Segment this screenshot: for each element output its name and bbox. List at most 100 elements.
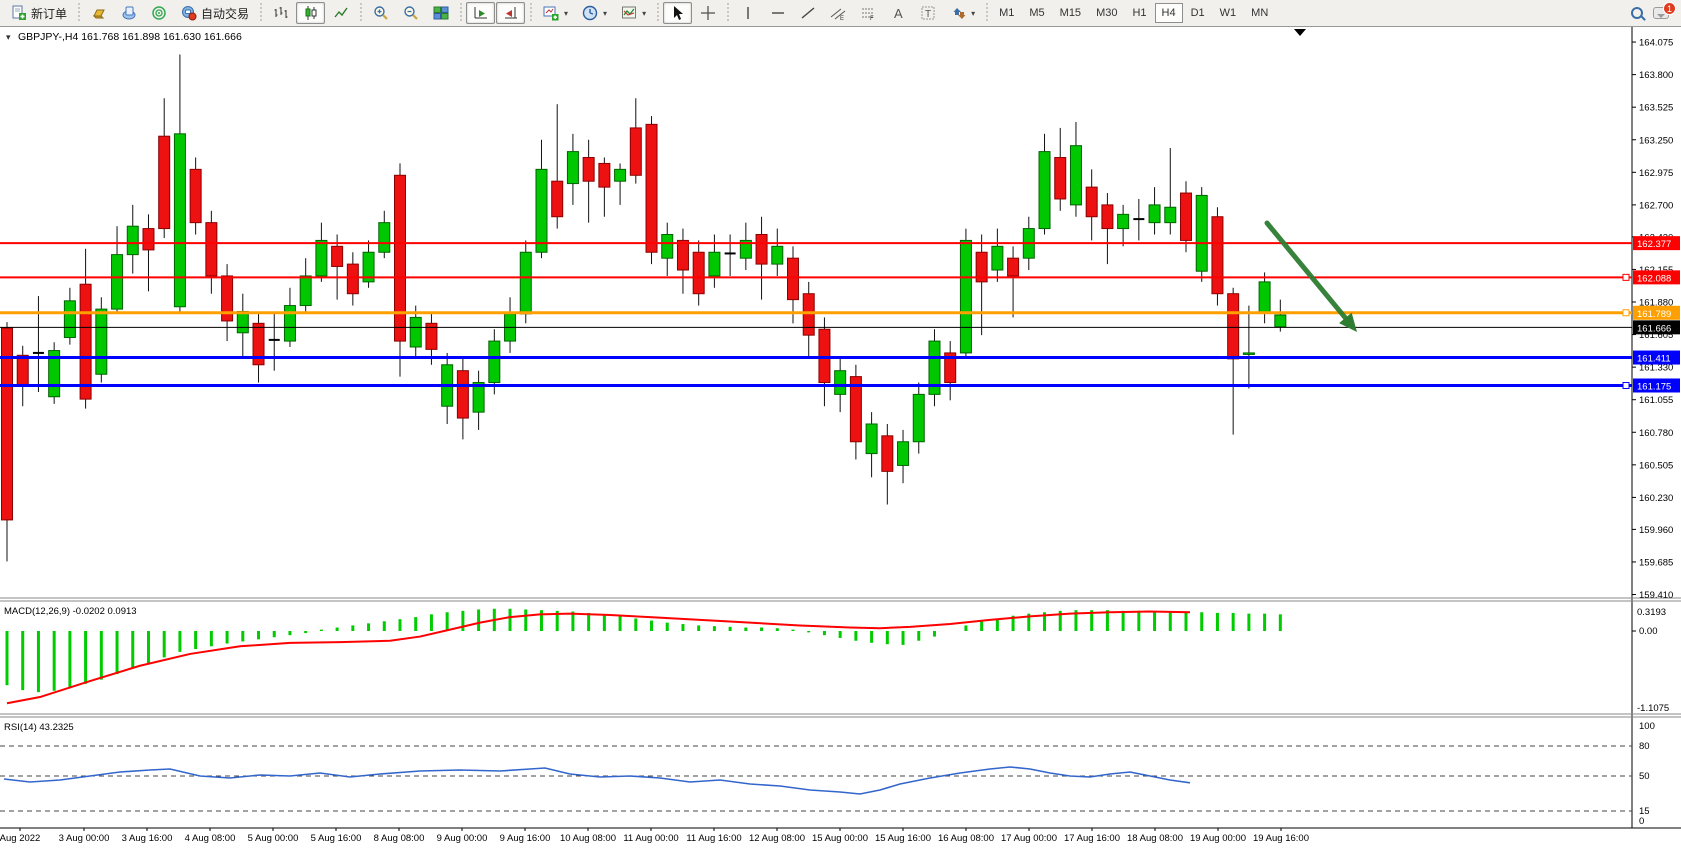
time-axis-label: 12 Aug 08:00 [749,833,805,843]
candle [739,222,752,271]
chart-shift-marker[interactable] [1294,29,1306,36]
label-text: 100 [1639,721,1655,732]
auto-trading-button[interactable]: 自动交易 [174,2,255,24]
time-axis-label: 19 Aug 16:00 [1253,833,1309,843]
candle [582,139,595,223]
candlestick-chart-button[interactable] [296,2,326,24]
candle [346,252,359,306]
data-window-icon-icon [120,5,137,22]
label-text: 160.505 [1639,460,1673,471]
zoom-in-icon [372,5,389,22]
text-button[interactable]: A [883,2,912,24]
timeframe-button-h4[interactable]: H4 [1154,3,1183,23]
data-window-icon-button[interactable] [114,2,143,24]
bar-chart-button[interactable] [266,2,295,24]
chevron-down-icon: ▾ [564,8,569,18]
price-tag [1633,350,1680,365]
timeframe-button-mn[interactable]: MN [1251,7,1269,19]
candle [1180,181,1192,253]
candle [472,370,485,430]
line-chart-button[interactable] [326,2,355,24]
timeframe-button-m5[interactable]: M5 [1029,7,1045,19]
candle [755,216,768,300]
timeframe-button-w1[interactable]: W1 [1219,7,1237,19]
chart-shift-icon [502,5,519,22]
signals-icon-icon [150,5,167,22]
label-text: 161.789 [1637,309,1671,320]
timeframe-button-d1[interactable]: D1 [1190,7,1205,19]
search-icon[interactable] [1631,7,1643,19]
label-text: 80 [1639,741,1650,752]
timeframe-button-m30[interactable]: M30 [1096,7,1118,19]
timeframe-button-m1[interactable]: M1 [999,7,1015,19]
candle [1148,187,1161,235]
crosshair-button[interactable] [693,2,722,24]
candle [1007,246,1020,318]
rsi-line [3,766,1191,795]
signals-icon-button[interactable] [144,2,173,24]
candle [205,210,218,294]
line-handle[interactable] [1622,273,1630,281]
trendline-icon [799,5,816,22]
candle [802,281,815,359]
line-handle[interactable] [1622,381,1630,389]
chart-canvas[interactable]: 164.075 163.800 163.525 163.250 162.975 162.7… [0,27,1681,844]
time-axis-label: 16 Aug 08:00 [938,833,994,843]
trend-arrow-annotation[interactable] [1264,220,1351,324]
candle [79,248,92,409]
timeframe-button-h1[interactable]: H1 [1132,7,1147,19]
candle [849,364,862,460]
arrows-button[interactable]: ▾ [943,2,981,24]
candle [959,228,972,359]
candle [268,311,280,371]
candle [676,228,689,294]
auto-trading-icon [180,5,197,22]
main-toolbar: 新订单 自动交易 ▾ ▾ ▾ E F A T ▾ M1 M5 M15 M30 H1 H4 D1 W1 MN 1 [0,0,1681,27]
new-order-button[interactable]: 新订单 [4,2,73,24]
market-watch-icon-button[interactable] [84,2,113,24]
timeframe-button-m15[interactable]: M15 [1059,7,1082,19]
price-tag [1633,236,1680,251]
candle [865,412,878,478]
time-axis-label: 5 Aug 16:00 [311,833,362,843]
auto-scroll-button[interactable] [466,2,496,24]
label-text: 159.685 [1639,557,1673,568]
candle [1038,133,1051,235]
label-text: 159.960 [1639,525,1673,536]
channel-icon: E [829,5,846,22]
fibonacci-button[interactable]: F [853,2,882,24]
notifications-icon[interactable]: 1 [1653,2,1676,19]
time-axis-label: 15 Aug 00:00 [812,833,868,843]
trendline-button[interactable] [793,2,822,24]
line-handle[interactable] [1622,309,1630,317]
tile-windows-button[interactable] [426,2,455,24]
macd-label: MACD(12,26,9) -0.0202 0.0913 [4,606,137,617]
chart-area[interactable]: 164.075 163.800 163.525 163.250 162.975 162.7… [0,27,1681,844]
macd-signal-line [6,610,1191,705]
text-label-button[interactable]: T [913,2,942,24]
label-text: 161.330 [1639,363,1673,374]
horizontal-line-icon [769,5,786,22]
label-text: -1.1075 [1637,703,1669,714]
indicators-icon [620,5,637,22]
profiles-button[interactable]: ▾ [575,2,613,24]
cursor-button[interactable] [663,2,693,24]
label-text: 161.175 [1637,381,1671,392]
candle [173,54,186,314]
bar-chart-icon [272,5,289,22]
horizontal-line-button[interactable] [763,2,792,24]
candle [912,382,925,454]
new-order-icon [10,5,27,22]
candle [1117,204,1130,247]
zoom-out-button[interactable] [396,2,425,24]
vertical-line-button[interactable] [733,2,762,24]
chart-shift-button[interactable] [496,2,526,24]
indicators-button[interactable]: ▾ [614,2,652,24]
price-tag [1633,305,1680,320]
candle [881,423,894,505]
zoom-in-button[interactable] [366,2,395,24]
chevron-down-icon: ▾ [642,8,647,18]
new-chart-button[interactable]: ▾ [536,2,574,24]
line-chart-icon [332,5,349,22]
channel-button[interactable]: E [823,2,852,24]
